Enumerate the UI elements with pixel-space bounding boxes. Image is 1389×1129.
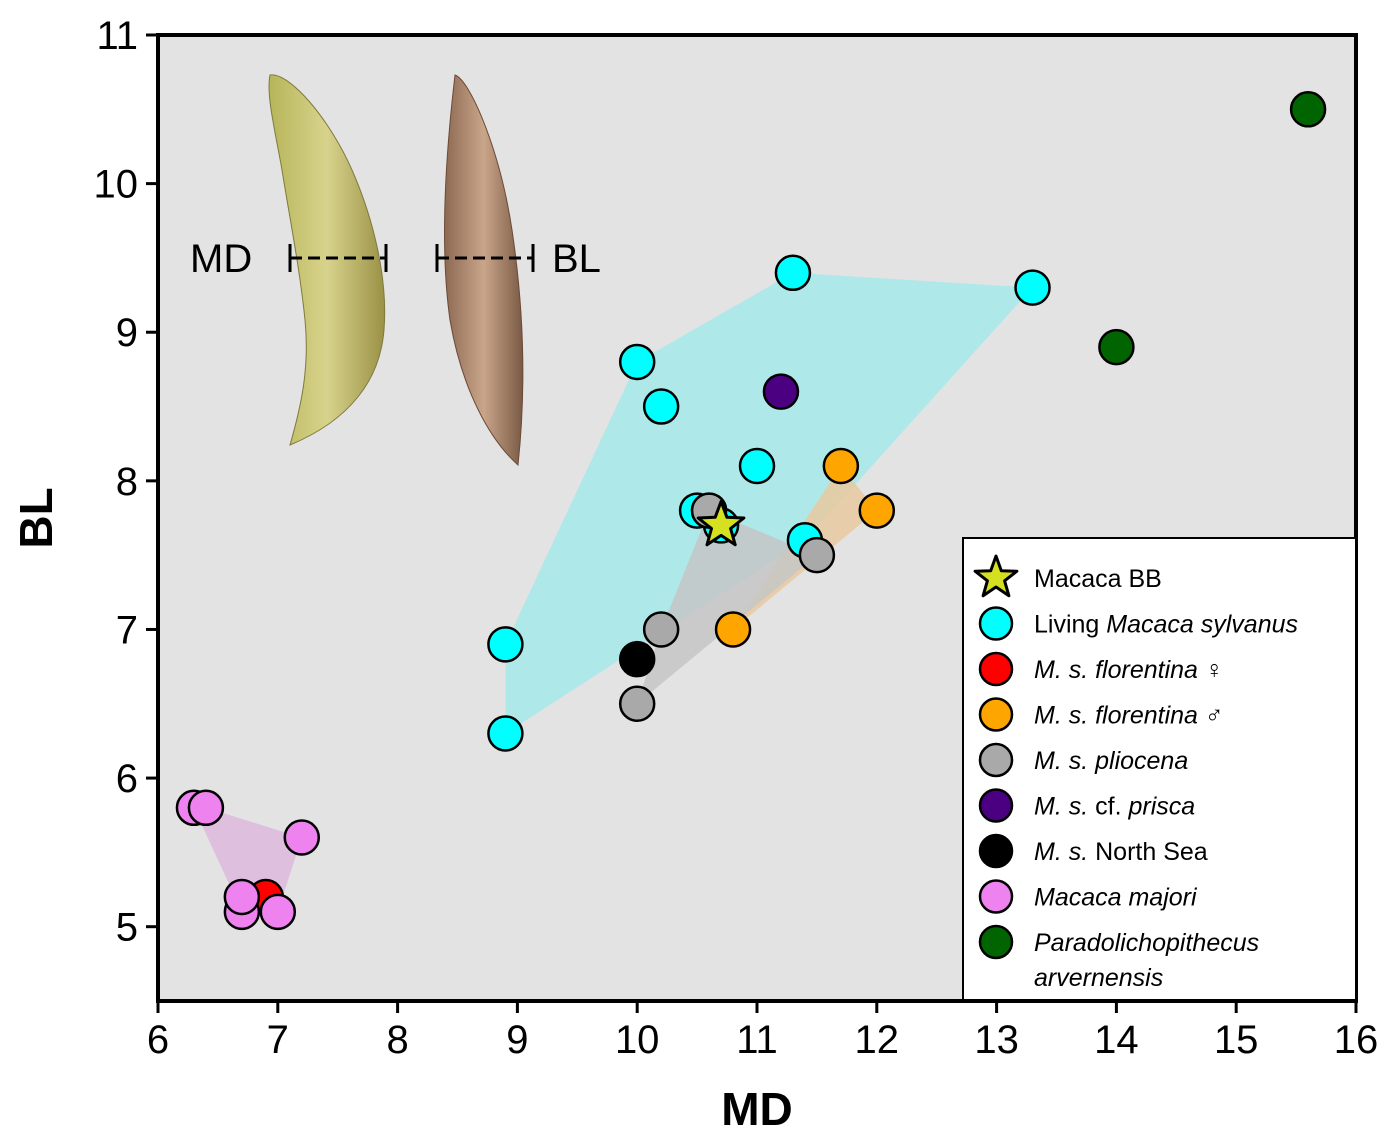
pliocena-point [642, 611, 680, 648]
x-tick-label: 6 [147, 1018, 169, 1062]
flor_m-point [858, 492, 896, 529]
legend-marker-majori [978, 879, 1014, 914]
inset-bl-label: BL [552, 237, 601, 281]
majori-point [259, 893, 297, 931]
pliocena-hull [637, 510, 817, 704]
living-point [774, 254, 812, 292]
legend-marker-northsea [978, 833, 1014, 869]
flor_m-point [822, 447, 860, 485]
y-tick-label: 6 [116, 757, 138, 801]
x-tick-label: 11 [736, 1018, 778, 1062]
y-axis-title: BL [10, 487, 62, 548]
x-axis-title: MD [721, 1083, 793, 1129]
living-hull [505, 272, 1033, 734]
y-tick-label: 5 [116, 906, 138, 950]
legend-label-bb: Macaca BB [1034, 565, 1162, 593]
legend-label-paradolichopithecus-line2: arvernensis [1034, 964, 1163, 992]
y-tick-label: 9 [116, 311, 138, 355]
legend-label-prisca: M. s. cf. prisca [1034, 793, 1195, 821]
majori-point [283, 819, 321, 856]
legend-label-flor_f: M. s. florentina ♀ [1034, 656, 1224, 684]
northsea-point [618, 640, 656, 678]
pliocena-point [798, 536, 836, 574]
legend-box [962, 537, 1357, 1001]
y-tick-label: 10 [94, 163, 139, 207]
living-point [487, 715, 524, 752]
x-tick-label: 16 [1334, 1018, 1379, 1062]
x-tick-label: 12 [855, 1018, 900, 1062]
tooth-images: MD BL [190, 74, 601, 467]
x-tick-label: 10 [615, 1018, 660, 1062]
flor_m-point [714, 611, 752, 648]
legend-label-northsea: M. s. North Sea [1034, 838, 1208, 866]
legend-marker-flor_m [978, 697, 1014, 732]
living-point [738, 447, 776, 485]
inset-md-label: MD [190, 237, 252, 281]
prisca-point [762, 373, 800, 410]
legend-label-majori: Macaca majori [1034, 884, 1198, 912]
pliocena-point [618, 685, 656, 723]
canine-tooth-buccolingual-image [444, 74, 524, 467]
living-point [1014, 269, 1051, 306]
y-tick-label: 7 [116, 608, 138, 652]
living-point [618, 343, 656, 381]
legend-marker-living [978, 606, 1014, 641]
majori-point [187, 789, 225, 827]
canine-tooth-mesiodistal-image [268, 74, 386, 446]
legend: Macaca BB Living Macaca sylvanus M. s. flo… [962, 537, 1357, 1001]
y-tick-label: 11 [96, 14, 138, 58]
legend-label-pliocena: M. s. pliocena [1034, 747, 1188, 775]
x-tick-label: 13 [974, 1018, 1019, 1062]
x-tick-label: 15 [1214, 1018, 1259, 1062]
paradolichopithecus-point [1098, 328, 1135, 366]
y-tick-label: 8 [116, 460, 138, 504]
axes-layer: 6 7 8 9 10 11 12 13 14 15 16 5 6 7 8 9 10 11 [94, 14, 1379, 1062]
x-tick-label: 8 [386, 1018, 408, 1062]
legend-marker-bb [973, 554, 1019, 598]
legend-marker-flor_f [978, 651, 1014, 687]
legend-label-living: Living Macaca sylvanus [1034, 611, 1298, 639]
legend-label-flor_m: M. s. florentina ♂ [1034, 702, 1224, 730]
legend-label-paradolichopithecus: Paradolichopithecus [1034, 929, 1259, 957]
living-point [487, 626, 524, 663]
x-tick-label: 14 [1094, 1018, 1139, 1062]
x-tick-label: 7 [267, 1018, 289, 1062]
legend-marker-paradolichopithecus [978, 924, 1014, 960]
bb-point [696, 499, 746, 547]
points-layer [175, 91, 1327, 931]
legend-marker-prisca [978, 788, 1014, 823]
x-tick-label: 9 [506, 1018, 528, 1062]
paradolichopithecus-point [1289, 91, 1327, 128]
majori-point [223, 878, 261, 916]
living-point [642, 388, 680, 425]
legend-marker-pliocena [978, 742, 1014, 778]
